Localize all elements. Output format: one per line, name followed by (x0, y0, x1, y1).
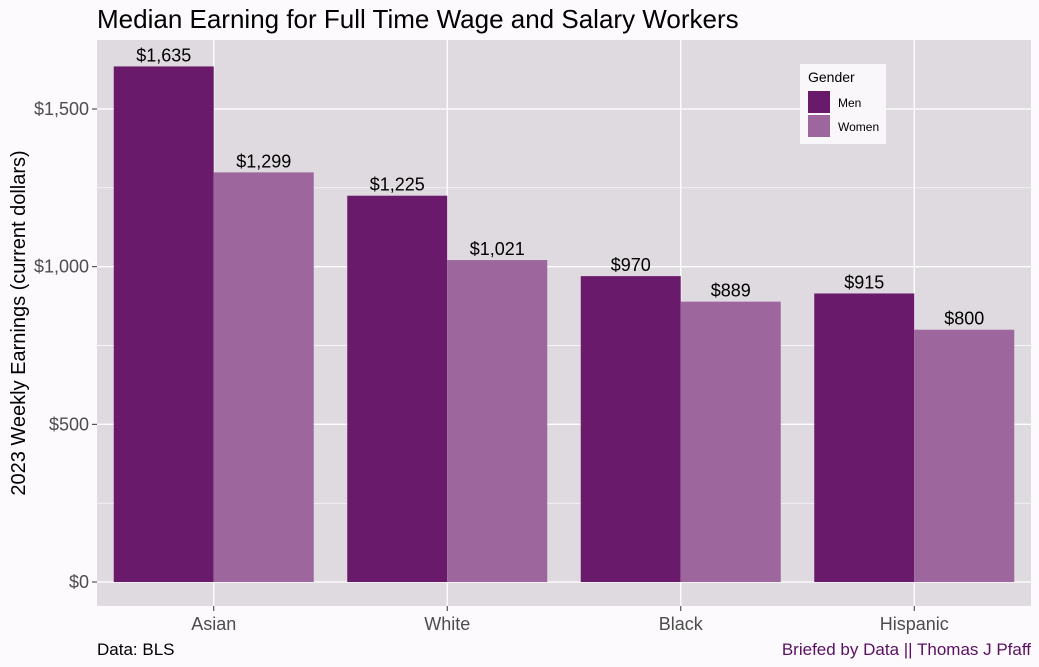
y-axis-ticks: $0 $500 $1,000 $1,500 (34, 99, 97, 592)
data-label-black-women: $889 (711, 281, 751, 301)
caption-credit: Briefed by Data || Thomas J Pfaff (782, 640, 1031, 659)
bar-asian-women (213, 172, 314, 582)
x-tick-label-black: Black (659, 614, 704, 634)
legend-title: Gender (808, 69, 855, 85)
y-tick-label: $0 (69, 572, 89, 592)
data-label-white-men: $1,225 (370, 175, 425, 195)
legend-label-women: Women (838, 120, 879, 134)
caption-source: Data: BLS (97, 640, 175, 659)
bar-asian-men (113, 66, 214, 583)
legend-key-women (808, 115, 830, 137)
y-tick-label: $500 (49, 414, 89, 434)
bar-black-women (680, 301, 781, 582)
x-tick-label-white: White (424, 614, 470, 634)
data-labels: $1,635 $1,299 $1,225 $1,021 $970 $889 $915 $800 (136, 45, 984, 328)
x-tick-label-asian: Asian (191, 614, 236, 634)
bar-black-men (580, 276, 681, 582)
x-tick-label-hispanic: Hispanic (880, 614, 949, 634)
bars (113, 66, 1015, 583)
legend-label-men: Men (838, 96, 861, 110)
bar-white-women (447, 260, 548, 582)
data-label-black-men: $970 (611, 255, 651, 275)
data-label-asian-women: $1,299 (236, 151, 291, 171)
legend-key-men (808, 91, 830, 113)
data-label-hispanic-men: $915 (844, 272, 884, 292)
y-tick-label: $1,500 (34, 99, 89, 119)
bar-hispanic-women (914, 329, 1015, 582)
legend: Gender Men Women (800, 64, 886, 144)
bar-white-men (347, 195, 448, 582)
data-label-asian-men: $1,635 (136, 45, 191, 65)
y-tick-label: $1,000 (34, 257, 89, 277)
bar-hispanic-men (814, 293, 915, 582)
data-label-white-women: $1,021 (470, 239, 525, 259)
x-axis-ticks: Asian White Black Hispanic (191, 606, 949, 634)
y-axis-label: 2023 Weekly Earnings (current dollars) (8, 150, 30, 495)
data-label-hispanic-women: $800 (944, 309, 984, 329)
chart-title: Median Earning for Full Time Wage and Sa… (97, 4, 739, 34)
